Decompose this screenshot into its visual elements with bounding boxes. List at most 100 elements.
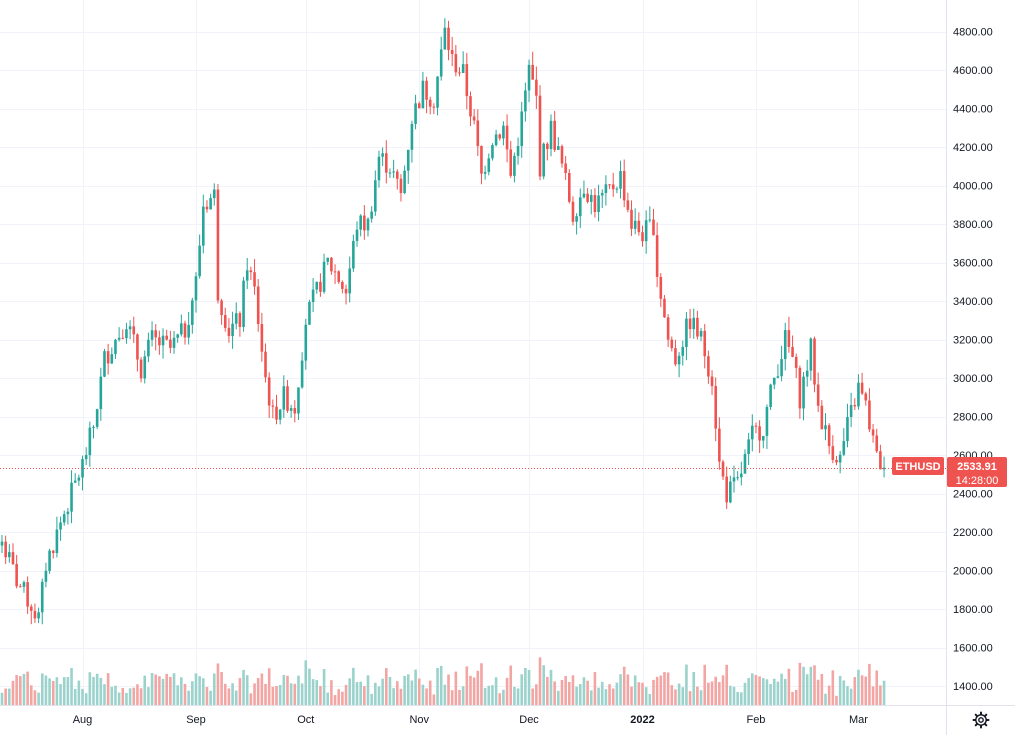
volume-bar	[549, 669, 553, 705]
volume-bar	[747, 678, 750, 705]
grid-lines	[0, 0, 946, 705]
volume-bar	[681, 687, 685, 705]
volume-bar	[560, 680, 564, 705]
volume-bar	[754, 674, 758, 705]
candle-body	[315, 281, 319, 290]
candle-body	[147, 339, 150, 357]
candle-body	[655, 235, 659, 277]
candle-body	[615, 188, 619, 190]
volume-bar	[194, 673, 198, 705]
volume-bar	[879, 685, 882, 705]
volume-bar	[714, 676, 717, 705]
candle-body	[432, 106, 436, 108]
volume-bar	[242, 669, 245, 705]
candle-body	[802, 376, 805, 409]
candle-body	[249, 270, 253, 273]
candle-body	[267, 377, 271, 406]
volume-bar	[428, 680, 432, 705]
candle-body	[725, 476, 728, 503]
candle-body	[176, 334, 179, 338]
candle-body	[414, 103, 417, 124]
volume-bar	[524, 667, 527, 705]
volume-bar	[271, 686, 275, 705]
volume-bar	[666, 672, 670, 705]
candle-body	[92, 426, 95, 428]
volume-bar	[751, 673, 754, 705]
volume-bar	[868, 663, 871, 705]
candle-body	[769, 384, 772, 407]
volume-bar	[443, 684, 447, 705]
candle-body	[648, 219, 652, 221]
volume-bar	[626, 674, 630, 705]
volume-bar	[319, 686, 322, 705]
volume-bar	[202, 678, 205, 705]
candle-body	[864, 393, 868, 401]
candle-body	[831, 446, 835, 460]
candle-body	[589, 195, 593, 202]
volume-bar	[498, 693, 502, 705]
candle-body	[524, 90, 527, 112]
volume-bar	[414, 669, 417, 705]
x-tick-label: Nov	[409, 714, 429, 726]
candle-body	[403, 170, 406, 194]
volume-bar	[641, 682, 644, 705]
candle-body	[465, 64, 469, 97]
volume-bar	[432, 694, 436, 705]
x-tick-label: Feb	[746, 714, 765, 726]
volume-bar	[557, 690, 560, 705]
x-tick-label: Mar	[849, 714, 868, 726]
volume-bars	[0, 657, 886, 705]
candle-body	[542, 143, 545, 177]
volume-bar	[0, 692, 4, 705]
volume-bar	[659, 675, 663, 705]
x-tick-label: Dec	[519, 714, 539, 726]
candle-body	[260, 324, 264, 352]
volume-bar	[633, 675, 637, 705]
volume-bar	[136, 684, 139, 705]
price-axis[interactable]: 1400.00 1600.00 1800.00 2000.00 2200.00 2400.…	[953, 27, 993, 694]
candle-body	[40, 581, 44, 613]
volume-bar	[853, 677, 857, 705]
candle-body	[337, 271, 341, 282]
candle-body	[480, 146, 483, 174]
time-axis[interactable]: Aug Sep Oct Nov Dec 2022 Feb Mar	[73, 714, 869, 726]
candle-body	[436, 76, 439, 108]
candle-body	[560, 146, 564, 164]
candle-body	[670, 339, 674, 349]
volume-bar	[619, 674, 622, 705]
settings-button[interactable]	[970, 709, 992, 731]
volume-bar	[15, 675, 18, 705]
candle-body	[154, 330, 158, 338]
candle-body	[117, 337, 121, 340]
volume-bar	[736, 691, 739, 705]
volume-bar	[84, 693, 88, 705]
volume-bar	[11, 680, 15, 705]
volume-bar	[483, 687, 487, 705]
volume-bar	[776, 681, 780, 705]
candle-body	[571, 201, 575, 222]
candle-body	[761, 435, 765, 441]
candle-body	[619, 171, 622, 189]
candle-body	[787, 330, 791, 347]
volume-bar	[44, 675, 48, 705]
volume-bar	[410, 680, 414, 705]
candle-body	[311, 289, 315, 302]
candle-body	[289, 408, 293, 411]
volume-bar	[743, 682, 747, 705]
volume-bar	[293, 683, 297, 705]
candle-body	[765, 406, 769, 436]
volume-bar	[22, 673, 26, 705]
candle-body	[395, 171, 399, 179]
candle-body	[374, 180, 377, 212]
volume-bar	[8, 688, 11, 705]
candle-body	[494, 134, 498, 146]
candle-body	[158, 337, 161, 346]
volume-bar	[216, 663, 220, 705]
candle-body	[220, 300, 223, 316]
y-tick-label: 3600.00	[953, 258, 993, 270]
candle-body	[348, 268, 351, 294]
candle-body	[758, 426, 761, 441]
volume-bar	[220, 671, 223, 705]
